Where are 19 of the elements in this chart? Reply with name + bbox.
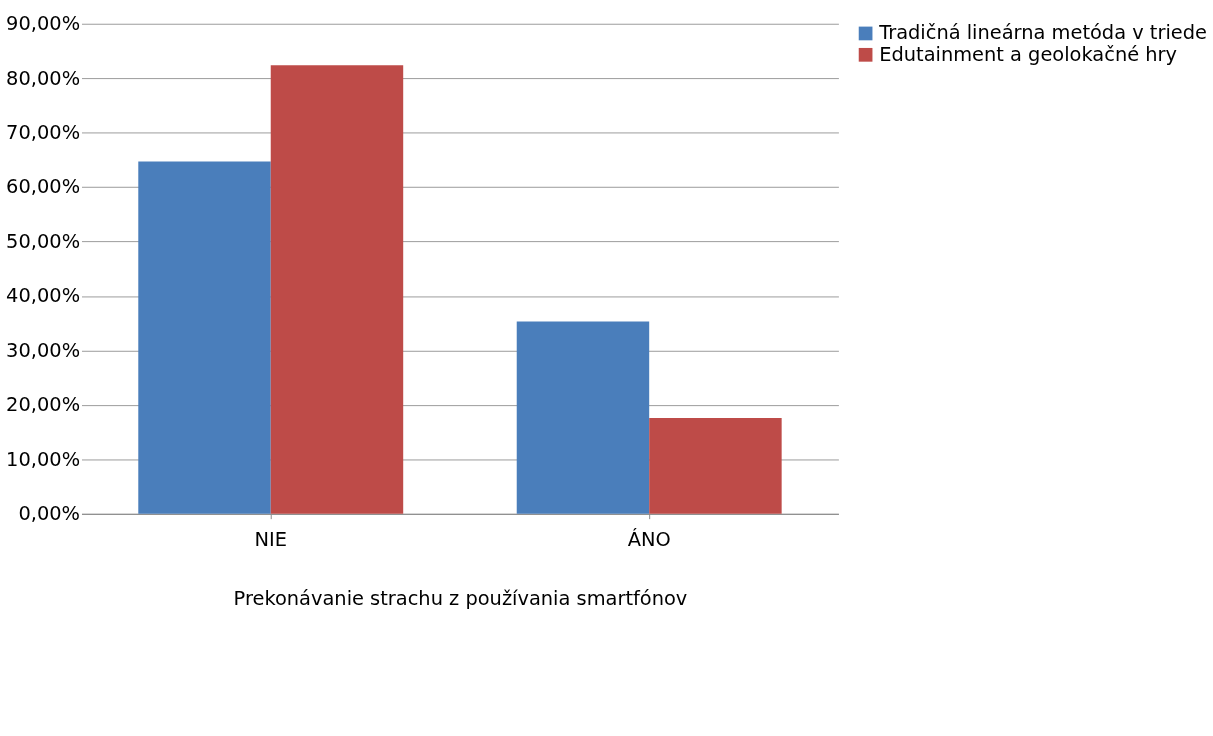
x-axis-title: Prekonávanie strachu z používania smartfónov	[233, 586, 688, 610]
legend-label: Tradičná lineárna metóda v triede	[878, 21, 1207, 45]
y-tick-label: 70,00%	[6, 120, 81, 144]
bar	[516, 321, 650, 514]
bar	[649, 417, 782, 514]
bar	[138, 161, 271, 514]
x-tick-label: NIE	[254, 528, 287, 552]
y-tick-label: 40,00%	[6, 284, 81, 308]
bar	[270, 65, 404, 514]
legend-label: Edutainment a geolokačné hry	[879, 42, 1178, 66]
y-tick-label: 50,00%	[6, 229, 81, 253]
y-tick-label: 30,00%	[6, 338, 81, 362]
x-tick-label: ÁNO	[627, 528, 671, 552]
y-tick-label: 90,00%	[6, 12, 81, 36]
y-tick-label: 20,00%	[6, 393, 81, 417]
y-tick-label: 80,00%	[6, 66, 81, 90]
y-tick-label: 10,00%	[6, 447, 81, 471]
y-tick-label: 60,00%	[6, 175, 81, 199]
y-tick-label: 0,00%	[18, 502, 81, 526]
